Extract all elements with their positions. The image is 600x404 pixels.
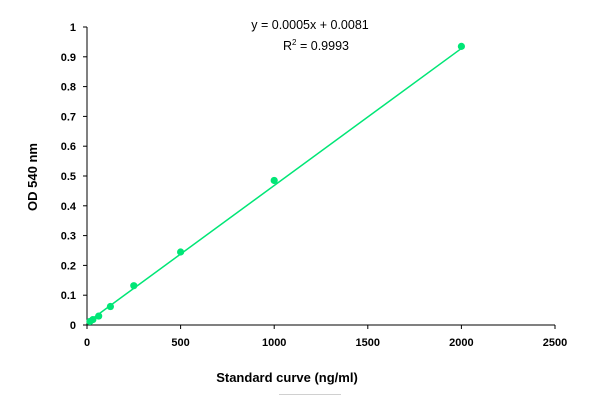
x-tick-label: 0 — [84, 337, 90, 349]
y-tick-label: 0.8 — [61, 82, 76, 94]
data-point — [270, 176, 278, 185]
y-tick-label: 0.3 — [61, 231, 76, 243]
data-points — [86, 42, 465, 326]
data-point — [89, 316, 97, 324]
y-axis-ticks: 0 0.1 0.2 0.3 0.4 0.5 0.6 0.7 0.8 0.9 1 — [61, 22, 87, 332]
x-tick-label: 2000 — [449, 337, 473, 349]
r-squared-label: R2 = 0.9993 — [283, 38, 349, 53]
y-axis-title: OD 540 nm — [25, 143, 40, 211]
y-tick-label: 0.9 — [61, 52, 76, 64]
y-tick-label: 0.7 — [61, 111, 76, 123]
y-tick-label: 0.5 — [61, 171, 76, 183]
y-tick-label: 0.2 — [61, 260, 76, 272]
data-point — [177, 248, 185, 256]
x-tick-label: 2500 — [543, 337, 567, 349]
x-tick-label: 1000 — [262, 337, 286, 349]
x-tick-label: 1500 — [356, 337, 380, 349]
data-point — [106, 302, 114, 311]
data-point — [457, 42, 465, 50]
trendline — [86, 47, 462, 324]
y-tick-label: 0.6 — [61, 141, 76, 153]
x-axis-title: Standard curve (ng/ml) — [216, 370, 358, 385]
x-tick-label: 500 — [171, 337, 189, 349]
bottom-divider — [279, 394, 341, 395]
y-tick-label: 1 — [70, 22, 76, 34]
r-squared-superscript: 2 — [292, 38, 297, 47]
data-point — [95, 312, 103, 320]
y-tick-label: 0 — [70, 320, 76, 332]
y-tick-label: 0.4 — [61, 201, 77, 213]
x-axis-ticks: 0 500 1000 1500 2000 2500 — [84, 325, 567, 349]
r-squared-value: = 0.9993 — [297, 39, 350, 53]
data-point — [130, 282, 138, 290]
r-squared-prefix: R — [283, 39, 292, 53]
equation-label: y = 0.0005x + 0.0081 — [251, 18, 369, 32]
y-tick-label: 0.1 — [61, 290, 76, 302]
